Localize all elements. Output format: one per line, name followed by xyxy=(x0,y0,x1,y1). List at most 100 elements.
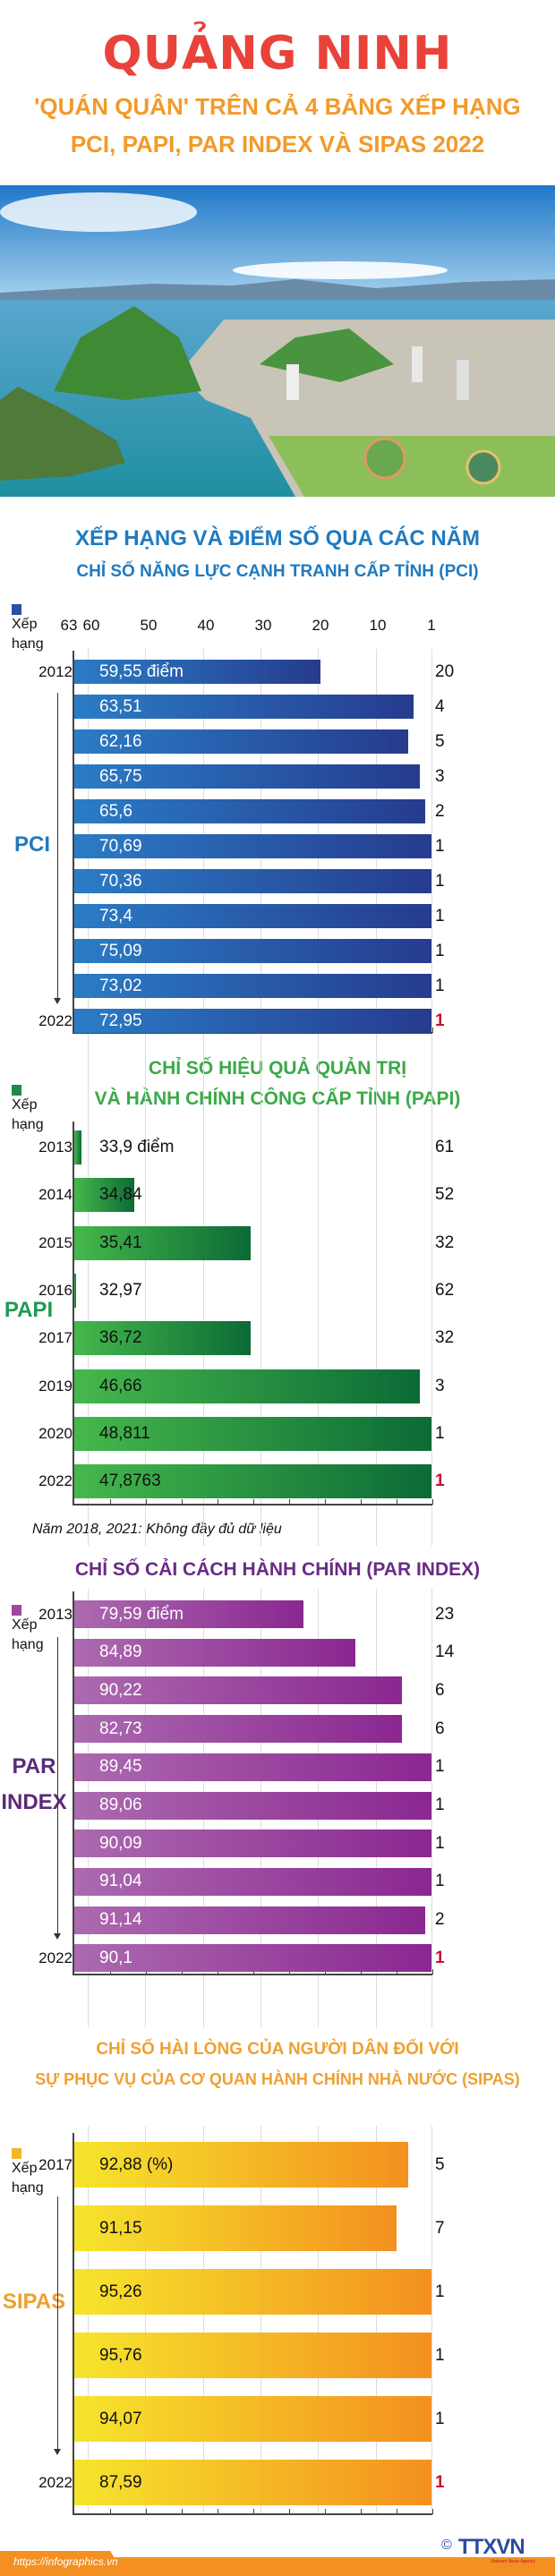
sipas-x-axis-tick xyxy=(289,2509,290,2514)
pci-bar xyxy=(74,904,431,928)
par-score-label: 90,22 xyxy=(99,1680,142,1700)
arrow-down-icon xyxy=(54,1933,61,1941)
sipas-x-axis-tick xyxy=(325,2509,326,2514)
par-year-label: 2013 xyxy=(38,1605,73,1623)
papi-score-label: 33,9 điểm xyxy=(99,1138,175,1156)
pci-rank-label: 4 xyxy=(435,696,445,716)
sipas-x-axis-tick xyxy=(253,2509,254,2514)
sipas-bar xyxy=(74,2396,431,2442)
papi-year-label: 2017 xyxy=(38,1329,73,1347)
copyright-icon: © xyxy=(441,2538,452,2553)
pci-rank-label: 1 xyxy=(435,871,445,891)
pci-rank-label: 3 xyxy=(435,766,445,786)
papi-label: PAPI xyxy=(4,1298,54,1322)
pci-title: CHỈ SỐ NĂNG LỰC CẠNH TRANH CẤP TỈNH (PCI… xyxy=(76,562,479,581)
papi-score-label: 36,72 xyxy=(99,1328,142,1348)
papi-rank-label: 32 xyxy=(435,1328,455,1348)
sipas-timeline-arrow-line xyxy=(57,2196,58,2451)
papi-year-label: 2013 xyxy=(38,1139,73,1156)
pci-bar xyxy=(74,799,426,823)
papi-bar xyxy=(74,1369,420,1403)
sipas-rank-label: 1 xyxy=(435,2409,445,2428)
sipas-x-axis-tick xyxy=(361,2509,362,2514)
axis-tick-label: 50 xyxy=(140,617,158,634)
papi-bar xyxy=(74,1130,82,1164)
gridline xyxy=(431,2126,432,2515)
par-rank-label: 2 xyxy=(435,1910,445,1930)
sipas-y-axis xyxy=(73,2133,74,2515)
par-label-line-1: PAR xyxy=(12,1754,56,1778)
papi-x-axis xyxy=(74,1504,432,1506)
pci-score-label: 65,6 xyxy=(99,801,132,821)
sipas-x-axis-tick xyxy=(432,2509,433,2514)
footer-url[interactable]: https://infographics.vn xyxy=(13,2555,118,2568)
papi-bar xyxy=(74,1464,431,1499)
sipas-x-axis-tick xyxy=(182,2509,183,2514)
sipas-rank-label: 1 xyxy=(435,2472,445,2492)
par-title: CHỈ SỐ CẢI CÁCH HÀNH CHÍNH (PAR INDEX) xyxy=(74,1559,481,1580)
gridline xyxy=(203,649,204,1546)
par-y-axis xyxy=(73,1591,74,1975)
par-score-label: 91,04 xyxy=(99,1872,142,1891)
papi-x-axis-tick xyxy=(432,1499,433,1505)
sipas-score-label: 87,59 xyxy=(99,2472,142,2492)
par-score-label: 91,14 xyxy=(99,1910,142,1930)
papi-year-label: 2015 xyxy=(38,1233,73,1251)
pci-score-label: 70,36 xyxy=(99,871,142,891)
papi-score-label: 32,97 xyxy=(99,1280,142,1300)
axis-tick-label: 20 xyxy=(312,617,329,634)
papi-rank-label: 32 xyxy=(435,1233,455,1252)
par-label-line-2: INDEX xyxy=(1,1790,67,1814)
pci-bar xyxy=(74,869,431,893)
papi-y-axis xyxy=(73,1122,74,1506)
pci-score-label: 70,69 xyxy=(99,836,142,856)
papi-score-label: 46,66 xyxy=(99,1376,142,1395)
footer-band xyxy=(0,2557,555,2576)
papi-legend-swatch xyxy=(12,1085,21,1096)
papi-rank-label: 62 xyxy=(435,1280,455,1300)
par-bar xyxy=(74,1906,426,1934)
pci-score-label: 65,75 xyxy=(99,766,142,786)
par-score-label: 79,59 điểm xyxy=(99,1604,184,1624)
pci-rank-label: 1 xyxy=(435,906,445,925)
pci-bar xyxy=(74,974,431,998)
par-legend-swatch xyxy=(12,1605,21,1616)
par-score-label: 84,89 xyxy=(99,1642,142,1662)
sipas-score-label: 95,76 xyxy=(99,2345,142,2365)
sipas-rank-label: 1 xyxy=(435,2282,445,2301)
papi-title-line-2: VÀ HÀNH CHÍNH CÔNG CẤP TỈNH (PAPI) xyxy=(94,1088,461,1109)
sipas-bar xyxy=(74,2205,397,2251)
arrow-down-icon xyxy=(54,2449,61,2455)
papi-score-label: 47,8763 xyxy=(99,1471,161,1491)
pci-bar xyxy=(74,834,431,858)
pci-rank-label: 20 xyxy=(435,661,455,681)
par-rank-label: 1 xyxy=(435,1757,445,1777)
par-bar xyxy=(74,1867,431,1896)
gridline xyxy=(87,2126,89,2515)
sipas-legend-rank-label: hạng xyxy=(12,2180,44,2196)
par-score-label: 90,09 xyxy=(99,1833,142,1853)
par-score-label: 90,1 xyxy=(99,1948,132,1967)
sipas-bar xyxy=(74,2142,408,2188)
gridline xyxy=(145,2126,146,2515)
par-rank-label: 6 xyxy=(435,1680,445,1700)
papi-bar xyxy=(74,1416,431,1451)
papi-rank-label: 1 xyxy=(435,1471,445,1491)
pci-bar xyxy=(74,660,321,684)
gridline xyxy=(145,649,146,1546)
gridline xyxy=(376,2126,377,2515)
pci-label: PCI xyxy=(13,832,50,857)
par-x-axis xyxy=(74,1974,432,1975)
papi-year-label: 2020 xyxy=(38,1424,73,1442)
footer-url-tab xyxy=(0,2551,125,2576)
main-title: QUẢNG NINH xyxy=(102,27,453,81)
papi-score-label: 35,41 xyxy=(99,1233,142,1252)
papi-legend-rank-label: Xếp xyxy=(12,1097,38,1113)
papi-x-axis-tick xyxy=(361,1499,362,1505)
axis-tick-label: 40 xyxy=(197,617,215,634)
par-bar xyxy=(74,1830,431,1858)
papi-x-axis-tick xyxy=(182,1499,183,1505)
pci-bar xyxy=(74,729,408,754)
papi-title-line-1: CHỈ SỐ HIỆU QUẢ QUẢN TRỊ xyxy=(148,1058,407,1079)
sipas-score-label: 94,07 xyxy=(99,2409,142,2428)
